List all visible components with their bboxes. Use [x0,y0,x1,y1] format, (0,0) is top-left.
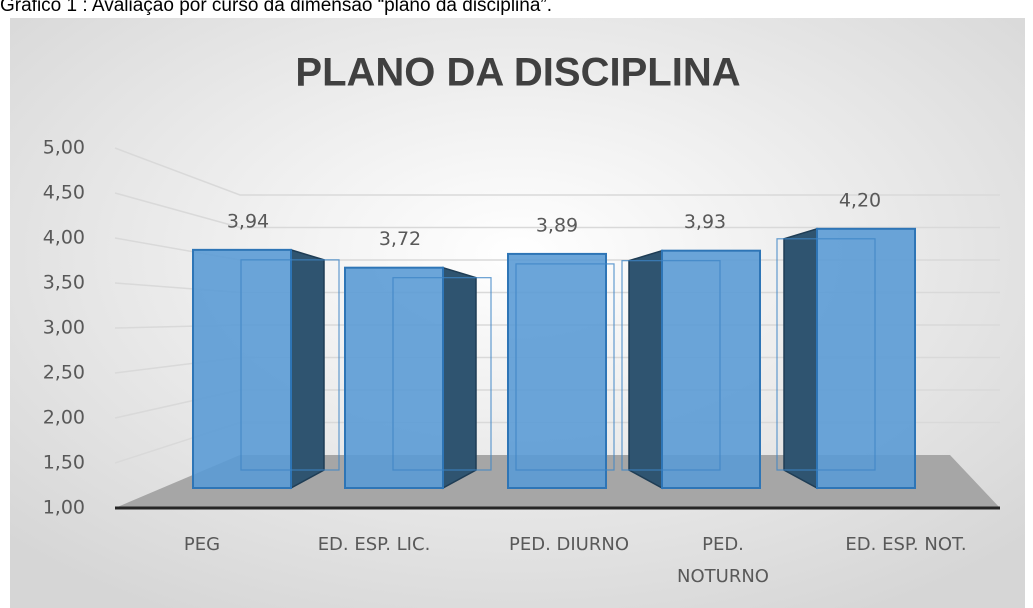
y-tick-label: 3,50 [43,272,85,294]
y-tick-label: 2,50 [43,362,85,384]
value-label: 3,94 [227,210,269,232]
value-label: 4,20 [839,189,881,211]
y-tick-label: 4,50 [43,182,85,204]
bar [192,248,292,489]
grid-line [114,192,1000,229]
bar-side [290,248,325,490]
grid-line [114,147,1000,196]
x-tick-label: PED. DIURNO [509,534,629,555]
x-tick-label: PED. NOTURNO [677,534,769,587]
bar-side [783,227,818,490]
bar-back-edge [621,260,721,471]
y-tick-label: 2,00 [43,407,85,429]
y-tick-label: 1,00 [43,497,85,519]
x-tick-label: ED. ESP. NOT. [845,534,966,555]
chart-title: PLANO DA DISCIPLINA [295,51,740,95]
bar [344,266,444,489]
value-label: 3,72 [379,228,421,250]
y-tick-label: 5,00 [43,137,85,159]
y-tick-label: 3,00 [43,317,85,339]
value-label: 3,89 [536,214,578,236]
bar-back-edge [515,263,615,471]
x-tick-label: ED. ESP. LIC. [318,534,431,555]
bar [661,249,761,489]
bar-side [628,249,663,490]
bar-back-edge [392,277,492,471]
bar-back-edge [240,259,340,471]
x-tick-label: PEG [184,534,220,555]
x-tick-label-line: NOTURNO [677,566,769,587]
bar-back-edge [776,238,876,471]
bar [507,252,607,489]
caption: Gráfico 1 : Avaliação por curso da dimen… [0,0,552,16]
x-tick-label-line: PED. [702,534,744,555]
bar-side [442,266,477,490]
bar [816,227,916,490]
y-tick-label: 1,50 [43,452,85,474]
y-tick-label: 4,00 [43,227,85,249]
value-label: 3,93 [684,211,726,233]
